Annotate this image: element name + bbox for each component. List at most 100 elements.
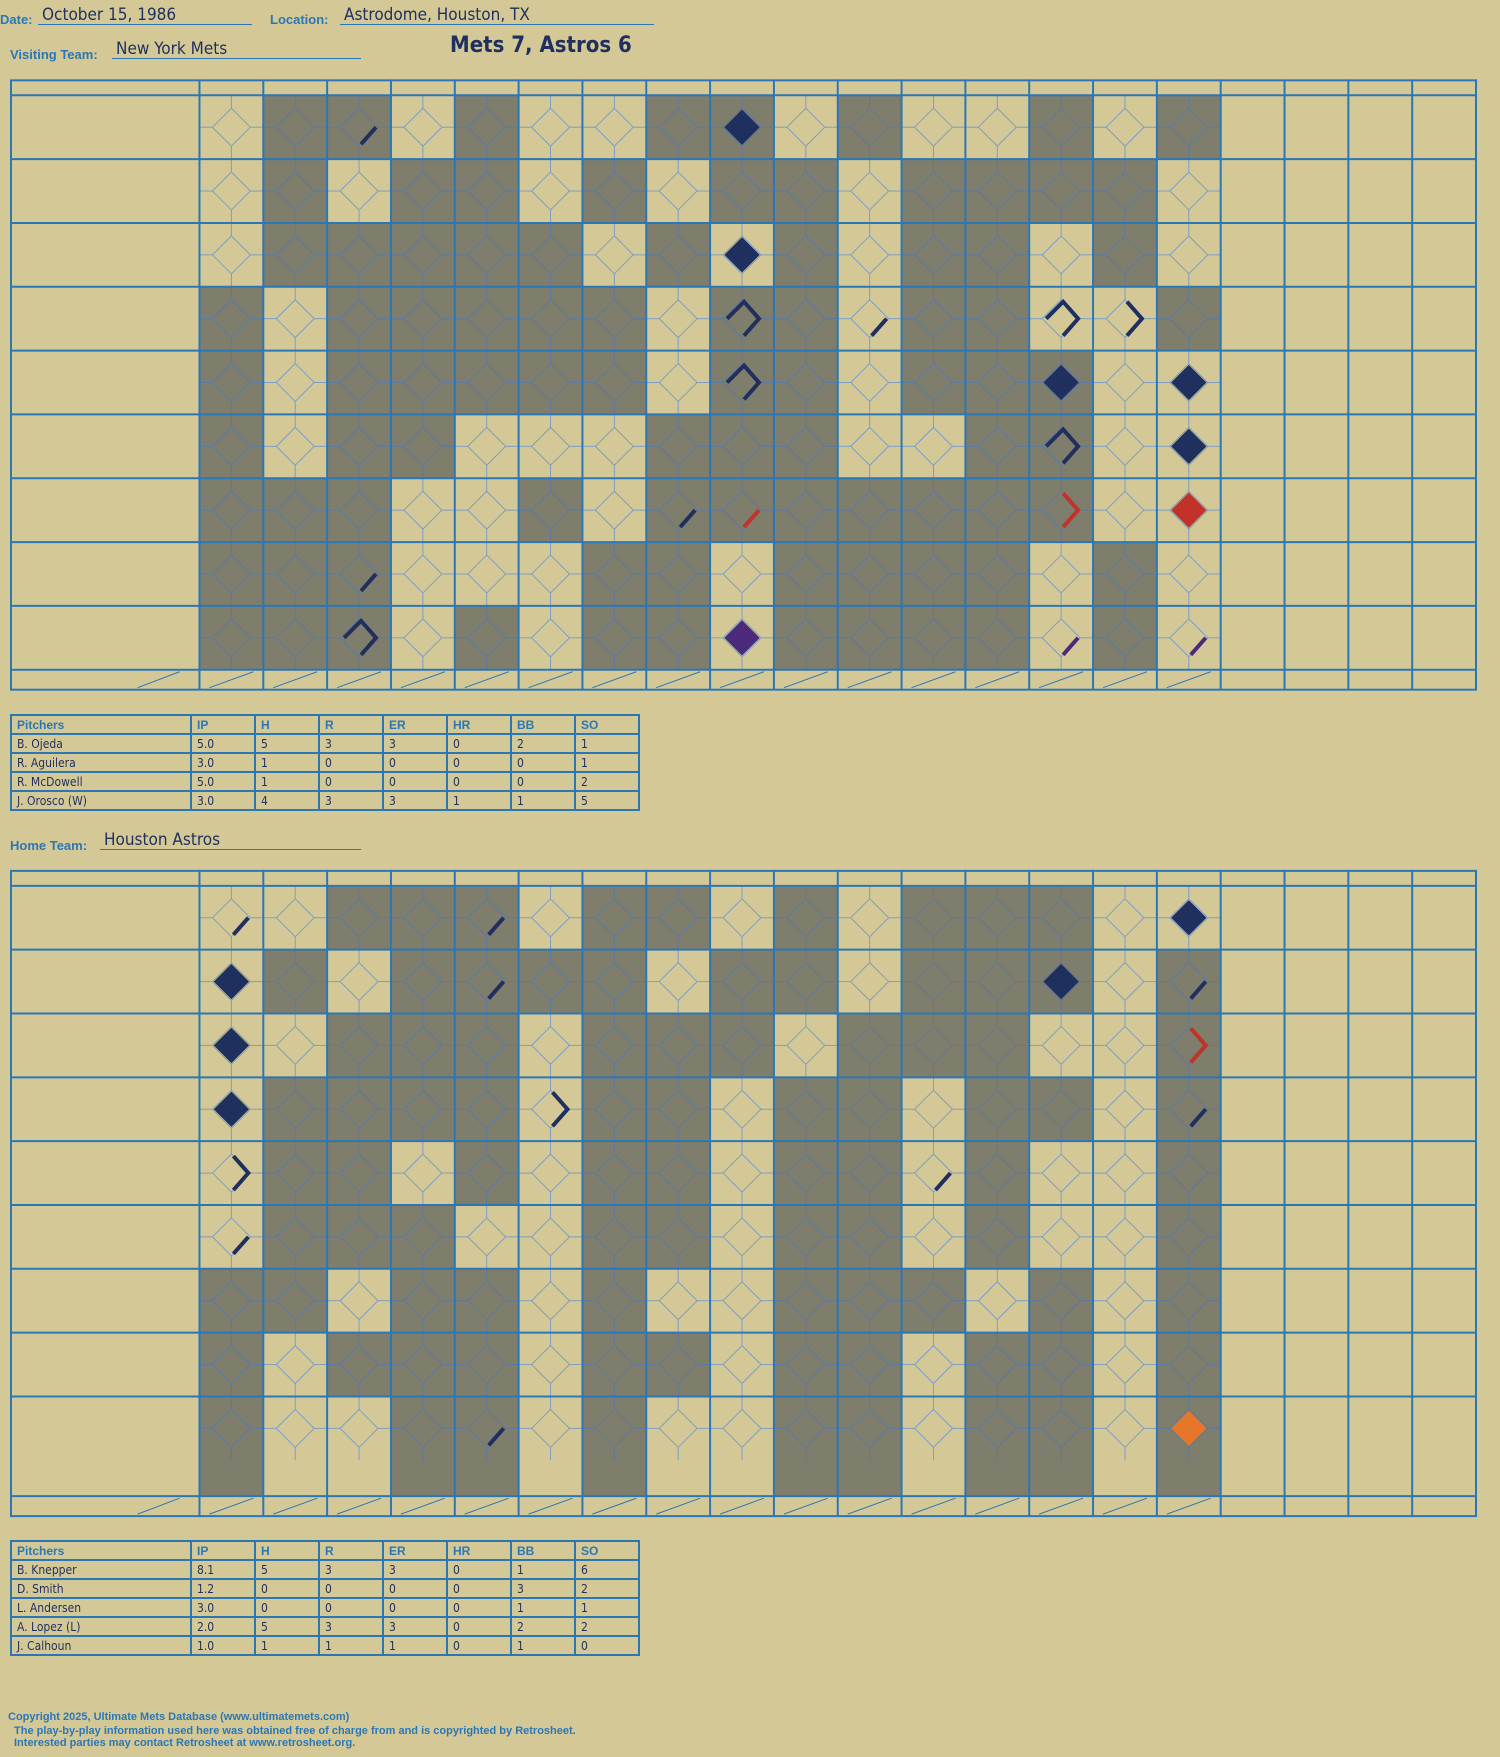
diamond	[913, 1153, 954, 1193]
diamond	[211, 1153, 252, 1193]
diamond	[658, 1089, 698, 1129]
diamond	[530, 1153, 571, 1193]
diamond	[658, 299, 698, 339]
baserunner-path	[551, 1090, 571, 1128]
pitcher-stat: 0	[318, 771, 384, 792]
run-scored-diamond	[1043, 364, 1079, 401]
pitcher-stat: 0	[318, 1597, 384, 1618]
pitcher-row: D. Smith 1.2 0 0 0 0 3 2	[10, 1578, 640, 1599]
pitcher-stat: 1	[574, 733, 640, 754]
diamond	[467, 235, 507, 275]
totals-slash	[847, 1497, 892, 1515]
pitcher-stat: 0	[574, 1635, 640, 1656]
diamond	[403, 1089, 443, 1129]
shaded-cell	[390, 1396, 455, 1497]
pitcher-stat: 1	[510, 790, 576, 811]
diamond	[403, 1153, 443, 1193]
pitcher-stat: 0	[446, 1578, 512, 1599]
diamond	[913, 1344, 954, 1385]
diamond	[211, 171, 252, 211]
date-label: Date:	[0, 12, 33, 27]
baserunner-path	[1061, 491, 1081, 529]
totals-slash	[911, 1497, 956, 1515]
diamond	[658, 362, 698, 403]
totals-slash	[719, 1497, 765, 1515]
pitcher-stat: 2	[574, 771, 640, 792]
diamond	[403, 490, 443, 530]
diamond	[850, 299, 890, 339]
run-scored-diamond	[1171, 900, 1207, 936]
diamond	[1105, 898, 1145, 938]
pitcher-name: D. Smith	[10, 1578, 192, 1599]
pitcher-row: R. Aguilera 3.0 1 0 0 0 0 1	[10, 752, 640, 773]
diamond	[211, 107, 252, 147]
diamond	[275, 426, 315, 466]
pitcher-stat: 1	[510, 1559, 576, 1580]
pitchers-header-row: Pitchers IP H R ER HR BB SO	[10, 1540, 640, 1561]
totals-slash	[209, 671, 254, 689]
diamond	[658, 1281, 698, 1321]
totals-slash	[1102, 1497, 1148, 1515]
pitcher-stat: 3.0	[190, 1597, 256, 1618]
run-scored-diamond	[213, 1091, 250, 1127]
diamond	[977, 1025, 1017, 1066]
diamond	[977, 1281, 1017, 1321]
pitchers-table: Pitchers IP H R ER HR BB SO B. Ojeda 5.0 5 3 3 0 2 1 R. …	[10, 714, 640, 811]
totals-slash	[528, 671, 573, 689]
pitchers-header-cell: BB	[510, 714, 576, 735]
diamond	[339, 961, 379, 1002]
diamond	[1169, 1281, 1209, 1321]
pitchers-header-cell: HR	[446, 1540, 512, 1561]
diamond	[530, 554, 571, 594]
baserunner-path	[231, 1235, 250, 1256]
diamond	[722, 235, 762, 275]
diamond	[850, 961, 890, 1002]
diamond	[594, 898, 635, 938]
pitcher-name: J. Calhoun	[10, 1635, 192, 1656]
game-date: October 15, 1986	[38, 6, 252, 25]
pitcher-stat: 5.0	[190, 733, 256, 754]
pitchers-header-row: Pitchers IP H R ER HR BB SO	[10, 714, 640, 735]
totals-slash	[1039, 1497, 1084, 1515]
copyright-line: Copyright 2025, Ultimate Mets Database (…	[8, 1711, 350, 1723]
run-scored-diamond	[213, 1027, 250, 1064]
totals-slash	[592, 671, 637, 689]
diamond	[1105, 299, 1145, 339]
diamond	[1105, 107, 1145, 147]
diamond	[913, 1281, 954, 1321]
diamond	[403, 898, 443, 938]
diamond	[1169, 554, 1209, 594]
diamond	[594, 426, 635, 466]
pitchers-table: Pitchers IP H R ER HR BB SO B. Knepper 8.1 5 3 3 0 1 6 D…	[10, 1540, 640, 1656]
totals-slash	[656, 671, 701, 689]
diamond	[467, 898, 507, 938]
baserunner-path	[1125, 300, 1145, 337]
diamond	[1105, 1344, 1145, 1385]
diamond	[1041, 1281, 1081, 1321]
diamond	[530, 898, 571, 938]
pitchers-header-cell: SO	[574, 714, 640, 735]
shaded-cell	[454, 1396, 519, 1497]
pitcher-stat: 3.0	[190, 790, 256, 811]
pitchers-header-cell: HR	[446, 714, 512, 735]
diamond	[594, 1344, 635, 1385]
pitcher-stat: 3	[382, 1559, 448, 1580]
pitcher-stat: 0	[254, 1578, 320, 1599]
diamond	[594, 1025, 635, 1066]
diamond	[1169, 1089, 1209, 1129]
pitchers-header-cell: Pitchers	[10, 1540, 192, 1561]
diamond	[1169, 235, 1209, 275]
diamond	[1105, 362, 1145, 403]
pitcher-stat: 5	[254, 1559, 320, 1580]
diamond	[530, 1344, 571, 1385]
diamond	[786, 1344, 826, 1385]
baserunner-path	[487, 916, 506, 937]
pitchers-header-cell: R	[318, 714, 384, 735]
diamond	[913, 898, 954, 938]
diamond	[594, 490, 635, 530]
pitcher-name: R. Aguilera	[10, 752, 192, 773]
run-scored-diamond	[1171, 1410, 1207, 1447]
baserunner-path	[342, 617, 379, 657]
pitcher-stat: 0	[446, 771, 512, 792]
baserunner-path	[1189, 1027, 1209, 1064]
